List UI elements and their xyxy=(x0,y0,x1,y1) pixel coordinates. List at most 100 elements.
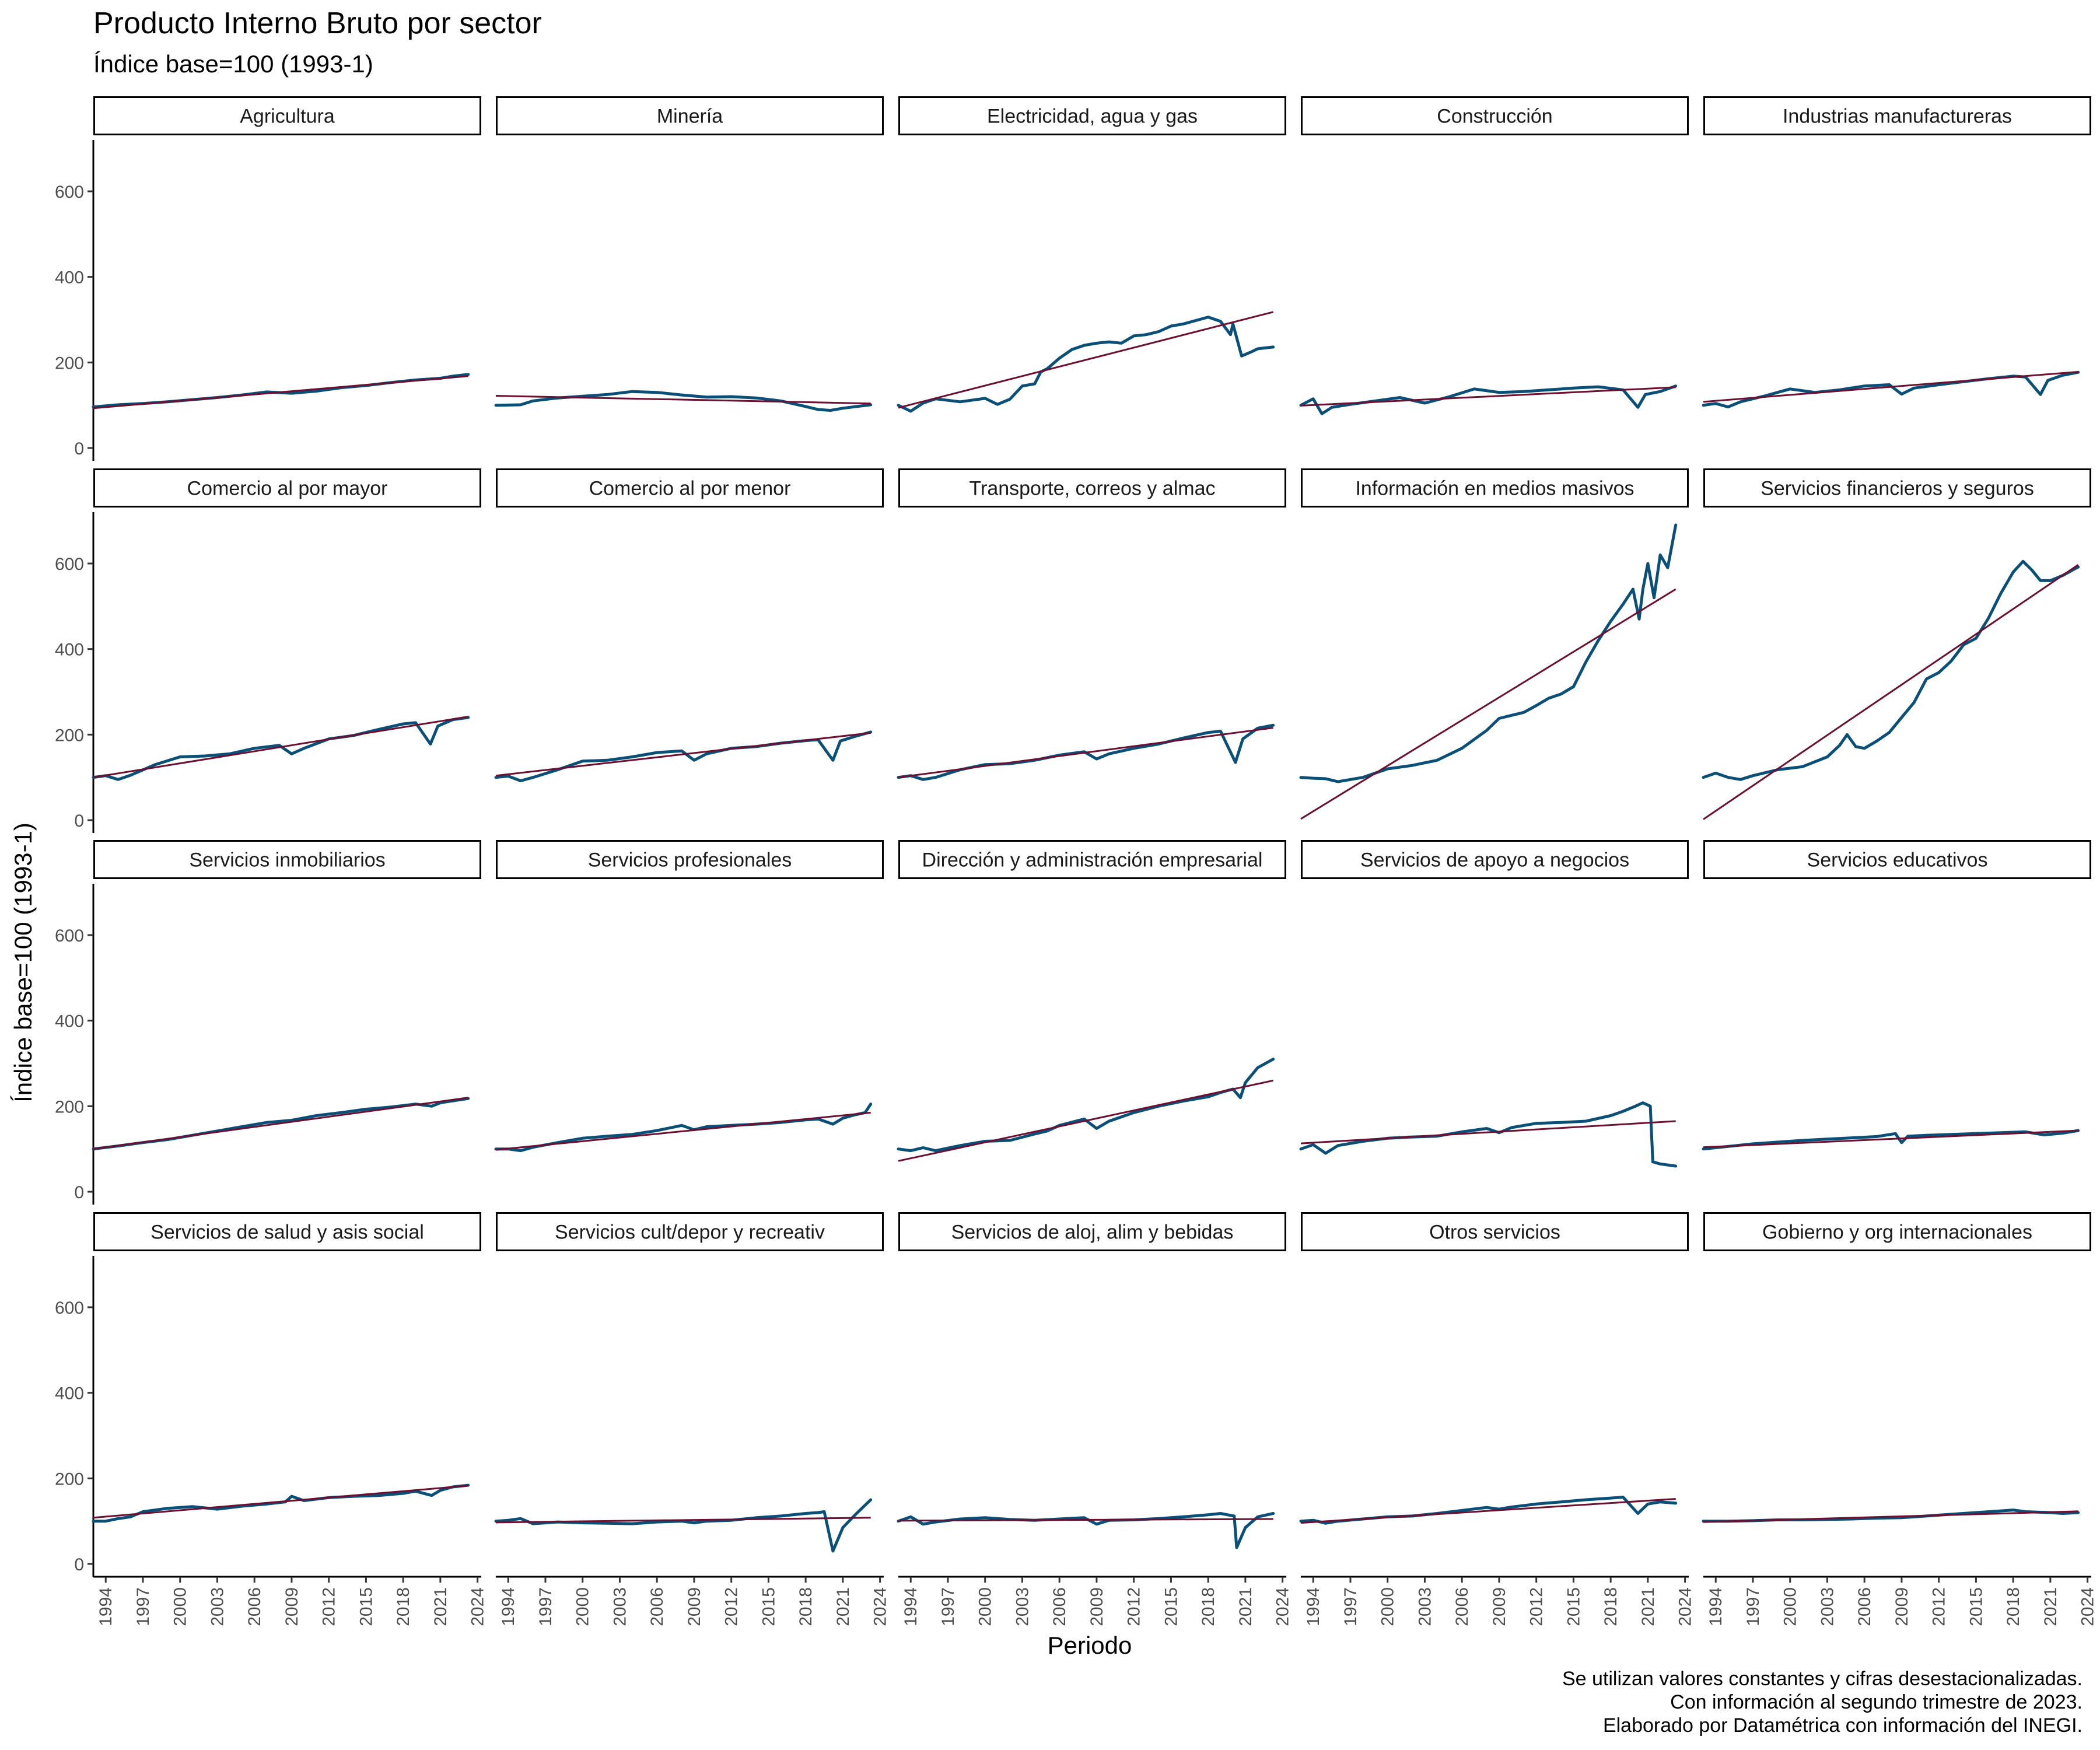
x-tick-label: 1997 xyxy=(1744,1587,1763,1626)
trend-line xyxy=(495,395,871,405)
x-tick-label: 2006 xyxy=(1452,1587,1472,1626)
x-tick-label: 2021 xyxy=(834,1587,853,1626)
x-tick-label: 2006 xyxy=(245,1587,264,1626)
x-tick-label: 2024 xyxy=(1676,1587,1695,1626)
facet-label: Información en medios masivos xyxy=(1355,478,1634,500)
series-line xyxy=(1702,1129,2080,1151)
series-line xyxy=(1702,1508,2080,1523)
series-line xyxy=(1299,523,1678,783)
trend-line xyxy=(898,311,1274,409)
x-tick-label: 2003 xyxy=(610,1587,629,1626)
facet-strip xyxy=(1703,468,2091,508)
facet-strip xyxy=(898,1212,1286,1251)
caption-line: Con información al segundo trimestre de … xyxy=(1670,1691,2082,1713)
facet-label: Dirección y administración empresarial xyxy=(922,849,1263,872)
x-tick-label: 2018 xyxy=(394,1587,413,1626)
facet-label: Electricidad, agua y gas xyxy=(987,106,1198,128)
trend-line xyxy=(93,716,468,779)
trend-line xyxy=(1703,1510,2078,1523)
y-tick-label: 600 xyxy=(55,183,84,202)
x-tick-label: 2018 xyxy=(2004,1587,2023,1626)
x-tick-label: 2015 xyxy=(1161,1587,1181,1626)
facet-label: Comercio al por menor xyxy=(589,478,791,500)
caption-line: Elaborado por Datamétrica con informació… xyxy=(1602,1714,2082,1737)
x-tick-label: 2000 xyxy=(573,1587,593,1626)
x-tick-label: 2009 xyxy=(282,1587,302,1626)
x-tick-label: 1997 xyxy=(939,1587,958,1626)
facet-label: Servicios financieros y seguros xyxy=(1760,478,2034,500)
x-tick-label: 2015 xyxy=(1564,1587,1583,1626)
facet-strip xyxy=(1703,96,2091,135)
facet-label: Minería xyxy=(657,106,723,128)
y-tick-label: 0 xyxy=(74,1555,84,1574)
x-tick-label: 2009 xyxy=(1490,1587,1509,1626)
x-tick-label: 1997 xyxy=(1341,1587,1360,1626)
facet-label: Servicios de salud y asis social xyxy=(150,1222,424,1244)
facet-strip xyxy=(898,468,1286,508)
trend-line xyxy=(1300,1120,1676,1144)
x-tick-label: 1994 xyxy=(901,1587,921,1626)
y-tick-label: 600 xyxy=(55,926,84,946)
x-tick-label: 1994 xyxy=(499,1587,518,1626)
x-tick-label: 1997 xyxy=(536,1587,555,1626)
y-tick-label: 0 xyxy=(74,811,84,831)
series-line xyxy=(494,390,873,412)
trend-line xyxy=(495,1517,871,1524)
x-tick-label: 2015 xyxy=(759,1587,778,1626)
facet-label: Servicios de aloj, alim y bebidas xyxy=(951,1222,1234,1244)
facet-label: Comercio al por mayor xyxy=(187,478,388,500)
y-tick-label: 0 xyxy=(74,1183,84,1202)
x-tick-label: 2003 xyxy=(208,1587,227,1626)
y-tick-label: 200 xyxy=(55,726,84,745)
x-tick-label: 1994 xyxy=(1304,1587,1323,1626)
trend-line xyxy=(1703,1129,2078,1149)
facet-strip xyxy=(1301,96,1689,135)
facet-label: Agricultura xyxy=(240,106,335,128)
y-tick-label: 600 xyxy=(55,555,84,574)
facet-strip xyxy=(496,96,884,135)
x-tick-label: 2024 xyxy=(871,1587,890,1626)
y-tick-label: 200 xyxy=(55,1469,84,1489)
x-tick-label: 2012 xyxy=(1930,1587,1949,1626)
x-tick-label: 2003 xyxy=(1415,1587,1434,1626)
trend-line xyxy=(495,732,871,777)
trend-line xyxy=(93,375,468,410)
facet-label: Servicios profesionales xyxy=(588,849,792,872)
x-tick-label: 2012 xyxy=(722,1587,741,1626)
facet-label: Servicios educativos xyxy=(1807,849,1988,872)
caption-line: Se utilizan valores constantes y cifras … xyxy=(1562,1668,2082,1690)
x-tick-label: 1994 xyxy=(1706,1587,1726,1626)
facet-strip xyxy=(93,468,481,508)
y-tick-label: 400 xyxy=(55,268,84,288)
x-tick-label: 2012 xyxy=(1527,1587,1546,1626)
x-tick-label: 2000 xyxy=(171,1587,190,1626)
chart-title: Producto Interno Bruto por sector xyxy=(93,6,542,40)
series-line xyxy=(494,730,873,782)
y-tick-label: 200 xyxy=(55,354,84,373)
facet-strip xyxy=(898,840,1286,879)
facet-strip xyxy=(93,1212,481,1251)
y-tick-label: 0 xyxy=(74,439,84,459)
facet-label: Industrias manufactureras xyxy=(1783,106,2012,128)
x-tick-label: 2024 xyxy=(1273,1587,1293,1626)
facet-strip xyxy=(496,468,884,508)
x-tick-label: 2000 xyxy=(976,1587,995,1626)
facet-strip xyxy=(496,840,884,879)
x-tick-label: 2018 xyxy=(796,1587,816,1626)
series-line xyxy=(897,316,1275,413)
x-tick-label: 2012 xyxy=(320,1587,339,1626)
facet-strip xyxy=(1301,840,1689,879)
trend-line xyxy=(898,1079,1274,1162)
y-tick-label: 200 xyxy=(55,1097,84,1116)
facet-strip xyxy=(93,96,481,135)
y-tick-label: 400 xyxy=(55,640,84,660)
x-tick-label: 2021 xyxy=(431,1587,450,1626)
series-line xyxy=(897,1058,1275,1153)
facet-label: Servicios cult/depor y recreativ xyxy=(555,1222,825,1244)
chart-subtitle: Índice base=100 (1993-1) xyxy=(93,50,373,78)
trend-line xyxy=(495,1111,871,1151)
facet-label: Construcción xyxy=(1437,106,1552,128)
x-tick-label: 1997 xyxy=(134,1587,153,1626)
trend-line xyxy=(93,1485,468,1519)
